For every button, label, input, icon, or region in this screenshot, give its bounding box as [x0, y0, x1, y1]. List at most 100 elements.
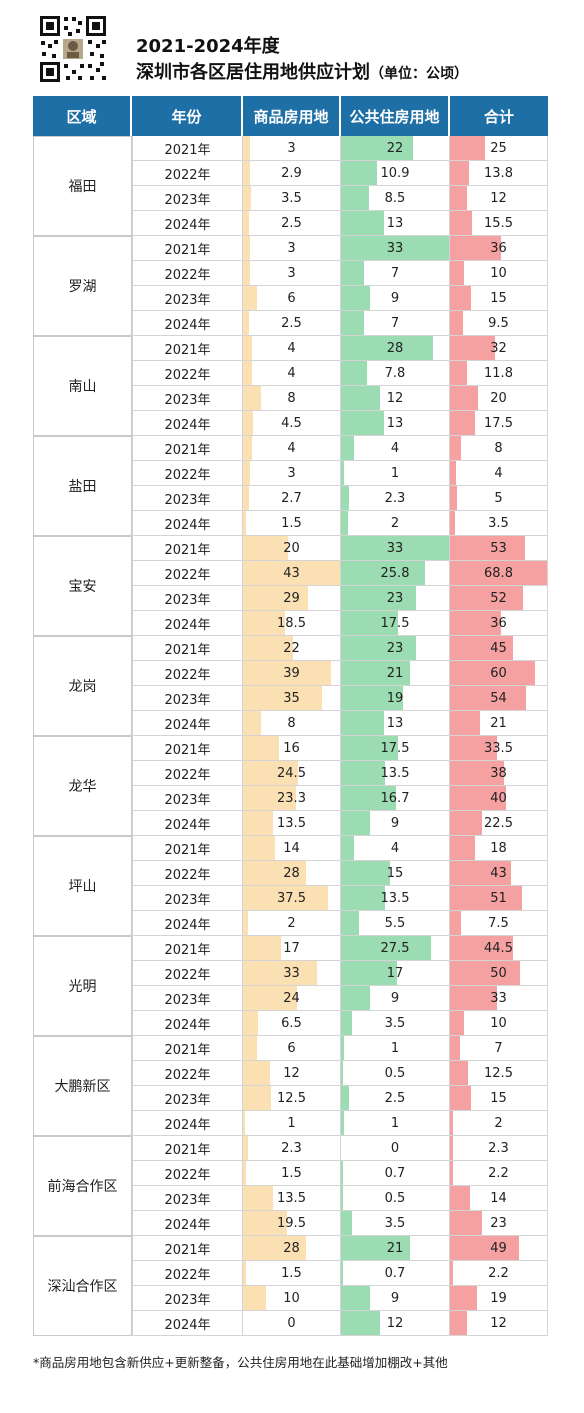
public-value: 22 [386, 140, 404, 156]
total-cell: 7.5 [450, 911, 548, 936]
table-row: 2023年 13.5 0.5 14 [132, 1186, 548, 1211]
public-bar [341, 561, 426, 585]
total-cell: 5 [450, 486, 548, 511]
public-cell: 2 [341, 511, 450, 536]
public-cell: 0.5 [341, 1186, 450, 1211]
public-cell: 21 [341, 661, 450, 686]
commercial-bar [243, 161, 250, 185]
table-row: 2022年 28 15 43 [132, 861, 548, 886]
table-row: 2023年 37.5 13.5 51 [132, 886, 548, 911]
total-cell: 2.2 [450, 1261, 548, 1286]
public-value: 9 [390, 1290, 400, 1306]
table-row: 2023年 8 12 20 [132, 386, 548, 411]
commercial-cell: 1 [243, 1111, 341, 1136]
commercial-cell: 13.5 [243, 1186, 341, 1211]
table-row: 2022年 1.5 0.7 2.2 [132, 1261, 548, 1286]
year-cell: 2021年 [132, 636, 243, 661]
public-value: 0 [390, 1140, 400, 1156]
total-cell: 54 [450, 686, 548, 711]
commercial-value: 3 [287, 140, 296, 156]
year-label: 2024年 [164, 1117, 211, 1133]
public-cell: 9 [341, 1286, 450, 1311]
public-bar [341, 461, 345, 485]
year-cell: 2023年 [132, 186, 243, 211]
year-label: 2024年 [164, 217, 211, 233]
total-bar [450, 436, 462, 460]
total-cell: 52 [450, 586, 548, 611]
year-cell: 2024年 [132, 611, 243, 636]
public-value: 12 [386, 1315, 404, 1331]
commercial-bar [243, 586, 309, 610]
total-value: 2 [494, 1115, 503, 1131]
year-cell: 2021年 [132, 936, 243, 961]
public-cell: 2.5 [341, 1086, 450, 1111]
table-row: 2021年 3 22 25 [132, 136, 548, 161]
commercial-value: 22 [283, 640, 300, 656]
public-bar [341, 886, 386, 910]
table-row: 2022年 1.5 0.7 2.2 [132, 1161, 548, 1186]
public-value: 9 [390, 990, 400, 1006]
commercial-value: 14 [283, 840, 300, 856]
public-value: 13 [386, 415, 404, 431]
public-value: 7 [390, 315, 400, 331]
total-bar [450, 1011, 465, 1035]
year-label: 2024年 [164, 1017, 211, 1033]
public-bar [341, 661, 410, 685]
table-row: 2021年 20 33 53 [132, 536, 548, 561]
public-bar [341, 311, 364, 335]
total-value: 15 [490, 290, 507, 306]
total-cell: 10 [450, 1011, 548, 1036]
year-label: 2021年 [164, 1142, 211, 1158]
public-cell: 21 [341, 1236, 450, 1261]
public-cell: 4 [341, 436, 450, 461]
total-cell: 36 [450, 611, 548, 636]
commercial-bar [243, 986, 298, 1010]
total-cell: 40 [450, 786, 548, 811]
commercial-value: 17 [283, 940, 300, 956]
total-cell: 23 [450, 1211, 548, 1236]
total-cell: 14 [450, 1186, 548, 1211]
commercial-bar [243, 911, 248, 935]
public-bar [341, 161, 377, 185]
year-cell: 2023年 [132, 1186, 243, 1211]
commercial-cell: 10 [243, 1286, 341, 1311]
total-value: 8 [494, 440, 503, 456]
public-cell: 17 [341, 961, 450, 986]
public-bar [341, 1036, 345, 1060]
total-cell: 10 [450, 261, 548, 286]
year-label: 2023年 [164, 292, 211, 308]
total-cell: 4 [450, 461, 548, 486]
commercial-bar [243, 411, 254, 435]
public-cell: 13.5 [341, 761, 450, 786]
total-bar [450, 1111, 453, 1135]
year-cell: 2021年 [132, 336, 243, 361]
total-bar [450, 1061, 468, 1085]
total-value: 54 [490, 690, 507, 706]
total-value: 4 [494, 465, 503, 481]
public-bar [341, 686, 404, 710]
supply-table: 区域 年份 商品房用地 公共住房用地 合计 福田 2021年 3 22 25 2022年 2… [33, 96, 548, 1338]
public-cell: 1 [341, 461, 450, 486]
table-row: 2024年 4.5 13 17.5 [132, 411, 548, 436]
year-cell: 2023年 [132, 486, 243, 511]
district-label: 宝安 [33, 536, 132, 636]
public-bar [341, 711, 384, 735]
total-value: 33 [490, 990, 507, 1006]
year-label: 2023年 [164, 1092, 211, 1108]
public-bar [341, 286, 371, 310]
total-value: 33.5 [484, 740, 513, 756]
commercial-value: 13.5 [277, 815, 306, 831]
table-row: 2022年 12 0.5 12.5 [132, 1061, 548, 1086]
commercial-cell: 2.5 [243, 211, 341, 236]
district-label: 龙华 [33, 736, 132, 836]
year-cell: 2024年 [132, 1211, 243, 1236]
table-row: 2024年 8 13 21 [132, 711, 548, 736]
total-value: 13.8 [484, 165, 513, 181]
year-cell: 2021年 [132, 1036, 243, 1061]
commercial-value: 3 [287, 265, 296, 281]
total-bar [450, 1186, 470, 1210]
year-label: 2022年 [164, 567, 211, 583]
table-row: 2024年 19.5 3.5 23 [132, 1211, 548, 1236]
public-cell: 0.5 [341, 1061, 450, 1086]
public-bar [341, 136, 413, 160]
